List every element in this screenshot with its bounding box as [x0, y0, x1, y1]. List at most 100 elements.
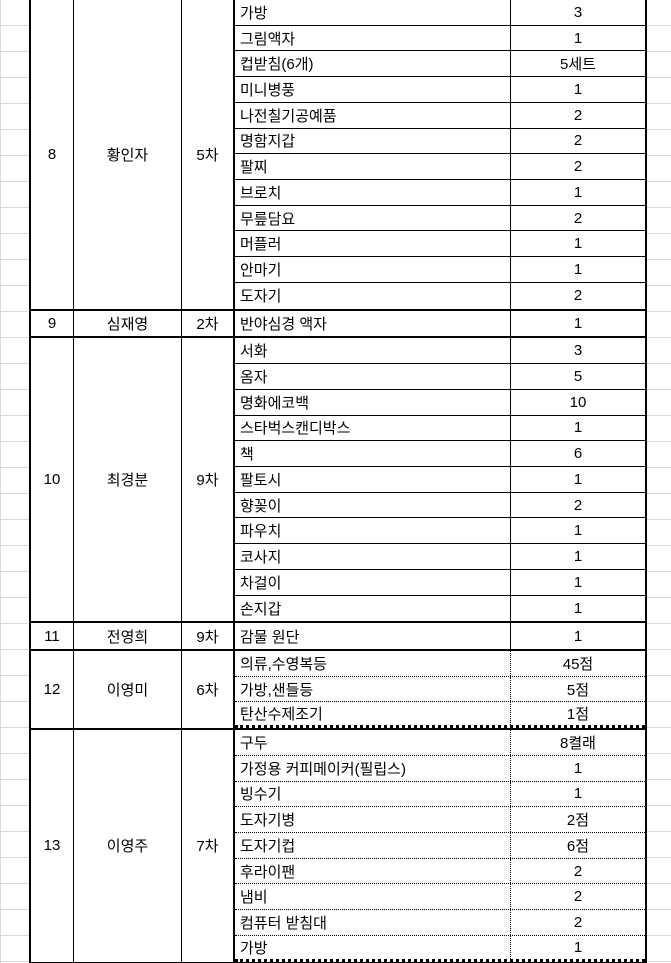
item-qty-cell[interactable]: 1점: [566, 706, 590, 724]
item-name-cell[interactable]: 도자기병: [235, 807, 511, 832]
item-name-cell[interactable]: 손지갑: [235, 595, 511, 622]
item-qty-cell[interactable]: 2: [573, 862, 583, 880]
item-name-cell[interactable]: 차걸이: [235, 569, 511, 595]
item-qty-cell[interactable]: 2: [573, 158, 583, 176]
item-qty-cell[interactable]: 2: [573, 914, 583, 932]
item-qty-cell[interactable]: 1: [573, 573, 583, 591]
donor-number-cell[interactable]: 9: [31, 310, 74, 337]
donor-number-cell[interactable]: 11: [31, 623, 74, 649]
donor-group-row: 9 심재영 2차 반야심경 액자 1: [31, 308, 645, 337]
donation-round-cell[interactable]: 6차: [182, 650, 235, 729]
item-name-cell[interactable]: 머플러: [235, 231, 511, 257]
item-rows: 감물 원단 1: [235, 623, 645, 649]
donation-round-cell[interactable]: 2차: [182, 310, 235, 337]
item-name-cell[interactable]: 미니병풍: [235, 77, 511, 102]
item-name-cell[interactable]: 옴자: [235, 364, 511, 389]
item-qty-cell[interactable]: 1: [573, 522, 583, 540]
item-name-cell[interactable]: 팔토시: [235, 466, 511, 492]
item-qty-cell[interactable]: 1: [573, 785, 583, 803]
item-qty-cell[interactable]: 45점: [562, 655, 594, 673]
item-name-cell[interactable]: 도자기: [235, 282, 511, 309]
donor-name-cell[interactable]: 최경분: [74, 338, 182, 622]
donor-number-cell[interactable]: 12: [31, 650, 74, 729]
item-name-cell[interactable]: 반야심경 액자: [235, 310, 511, 337]
item-name-cell[interactable]: 팔찌: [235, 154, 511, 180]
item-name-cell[interactable]: 감물 원단: [235, 623, 511, 649]
item-name-cell[interactable]: 가방: [235, 0, 511, 25]
item-qty-cell[interactable]: 6점: [566, 837, 590, 855]
item-qty-cell[interactable]: 1: [573, 419, 583, 437]
item-qty-cell[interactable]: 3: [573, 3, 583, 21]
item-name-cell[interactable]: 안마기: [235, 257, 511, 282]
item-qty-cell[interactable]: 5점: [566, 681, 590, 699]
donor-name-cell[interactable]: 전영희: [74, 623, 182, 649]
item-name-cell[interactable]: 냄비: [235, 884, 511, 910]
donor-number-cell[interactable]: 10: [31, 338, 74, 622]
item-qty-cell[interactable]: 6: [573, 445, 583, 463]
item-row: 코사지 1: [235, 544, 645, 570]
item-qty-cell[interactable]: 2: [573, 132, 583, 150]
donor-number-cell[interactable]: 8: [31, 0, 74, 309]
item-qty-cell[interactable]: 1: [573, 81, 583, 99]
item-name-cell[interactable]: 브로치: [235, 180, 511, 205]
item-qty-cell[interactable]: 10: [569, 393, 587, 411]
item-name-cell[interactable]: 책: [235, 441, 511, 466]
item-name-cell[interactable]: 도자기컵: [235, 833, 511, 858]
item-name-cell[interactable]: 명화에코백: [235, 389, 511, 415]
item-name-cell[interactable]: 후라이팬: [235, 858, 511, 884]
item-name-cell[interactable]: 컴퓨터 받침대: [235, 910, 511, 935]
donation-round-cell[interactable]: 5차: [182, 0, 235, 309]
item-qty-cell[interactable]: 1: [573, 314, 583, 332]
item-qty-cell[interactable]: 1: [573, 470, 583, 488]
item-name-cell[interactable]: 빙수기: [235, 781, 511, 807]
item-name-cell[interactable]: 코사지: [235, 544, 511, 569]
item-name-cell[interactable]: 파우치: [235, 518, 511, 544]
item-qty-cell[interactable]: 8켤래: [560, 734, 596, 752]
donor-number-cell[interactable]: 13: [31, 730, 74, 962]
item-name-cell[interactable]: 탄산수제조기: [235, 702, 511, 726]
item-qty-cell[interactable]: 1: [573, 183, 583, 201]
item-name-cell[interactable]: 의류,수영복등: [235, 650, 511, 676]
donor-group-row: 12 이영미 6차 의류,수영복등 45점 가방,샌들등 5점 탄산수제조기 1…: [31, 648, 645, 729]
item-row: 향꽂이 2: [235, 492, 645, 519]
item-qty-cell[interactable]: 2: [573, 496, 583, 514]
item-qty-cell[interactable]: 5세트: [560, 56, 596, 74]
donor-name-cell[interactable]: 이영미: [74, 650, 182, 729]
item-qty-cell[interactable]: 2: [573, 106, 583, 124]
item-name-cell[interactable]: 향꽂이: [235, 492, 511, 518]
item-name-cell[interactable]: 구두: [235, 730, 511, 755]
item-qty-cell[interactable]: 1: [573, 29, 583, 47]
item-name-cell[interactable]: 서화: [235, 338, 511, 364]
item-qty-cell[interactable]: 1: [573, 261, 583, 279]
item-name-cell[interactable]: 명함지갑: [235, 128, 511, 154]
item-name-cell[interactable]: 가방,샌들등: [235, 676, 511, 702]
item-name-cell[interactable]: 나전칠기공예품: [235, 102, 511, 128]
item-qty-cell[interactable]: 3: [573, 342, 583, 360]
item-qty-cell[interactable]: 1: [573, 627, 583, 645]
item-name-cell[interactable]: 가정용 커피메이커(필립스): [235, 755, 511, 781]
donor-name-cell[interactable]: 이영주: [74, 730, 182, 962]
donation-round-cell[interactable]: 9차: [182, 338, 235, 622]
item-name-cell[interactable]: 스타벅스캔디박스: [235, 415, 511, 441]
item-qty-cell[interactable]: 1: [573, 759, 583, 777]
item-qty-cell[interactable]: 2점: [566, 812, 590, 830]
item-qty-cell[interactable]: 2: [573, 287, 583, 305]
item-name-cell[interactable]: 무릎담요: [235, 205, 511, 231]
donation-round-cell[interactable]: 9차: [182, 623, 235, 649]
donor-name-cell[interactable]: 황인자: [74, 0, 182, 309]
item-row: 책 6: [235, 441, 645, 467]
item-qty-cell[interactable]: 2: [573, 209, 583, 227]
item-qty-cell[interactable]: 5: [573, 367, 583, 385]
item-name-cell[interactable]: 그림액자: [235, 25, 511, 51]
item-name-cell[interactable]: 가방: [235, 935, 511, 959]
donor-name-cell[interactable]: 심재영: [74, 310, 182, 337]
item-qty-cell[interactable]: 1: [573, 547, 583, 565]
item-qty-cell[interactable]: 1: [573, 599, 583, 617]
donation-round-cell[interactable]: 7차: [182, 730, 235, 962]
item-qty-cell[interactable]: 1: [573, 938, 583, 956]
item-rows: 반야심경 액자 1: [235, 310, 645, 337]
item-qty-cell[interactable]: 2: [573, 888, 583, 906]
item-name-cell[interactable]: 컵받침(6개): [235, 51, 511, 77]
item-row: 빙수기 1: [235, 781, 645, 808]
item-qty-cell[interactable]: 1: [573, 235, 583, 253]
